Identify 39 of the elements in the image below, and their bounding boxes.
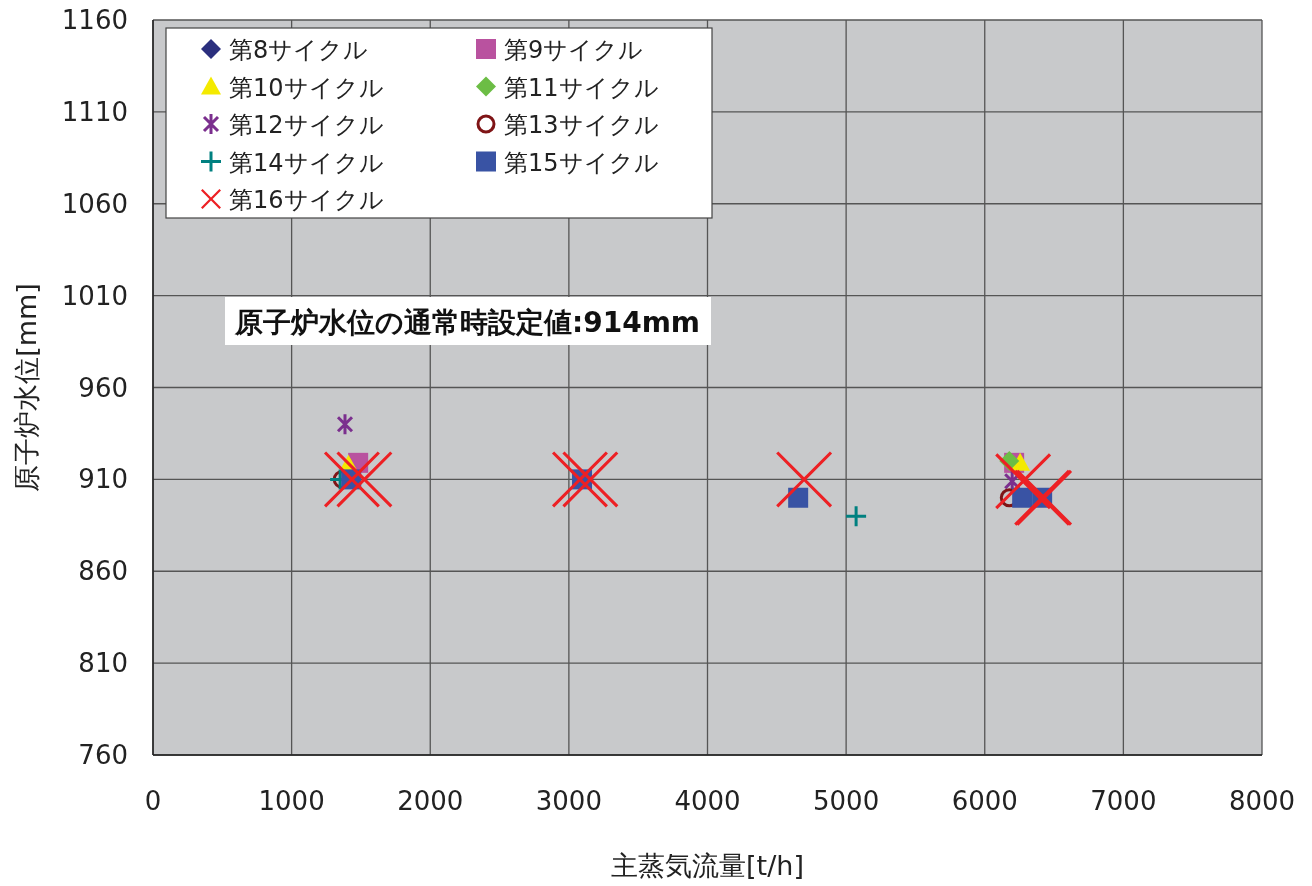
legend-label: 第8サイクル: [229, 36, 369, 64]
x-tick-label: 1000: [258, 786, 325, 816]
point: [788, 487, 809, 508]
y-tick-label: 1160: [61, 5, 128, 35]
x-tick-label: 0: [144, 786, 162, 816]
point: [776, 451, 833, 508]
point: [844, 504, 868, 528]
point: [336, 412, 354, 436]
x-tick-label: 3000: [535, 786, 602, 816]
legend-label: 第10サイクル: [229, 73, 384, 102]
point: [323, 451, 380, 508]
legend-label: 第9サイクル: [504, 36, 644, 64]
y-tick-label: 760: [78, 740, 128, 770]
point: [1012, 487, 1033, 508]
y-tick-label: 910: [78, 464, 128, 495]
legend-label: 第14サイクル: [229, 148, 384, 177]
point: [562, 451, 619, 508]
x-axis-title: 主蒸気流量[t/h]: [611, 850, 804, 881]
y-tick-label: 860: [78, 556, 128, 587]
annotation: 原子炉水位の通常時設定値:914mm: [234, 306, 700, 339]
x-tick-label: 6000: [951, 786, 1018, 816]
x-tick-label: 8000: [1228, 786, 1296, 816]
legend-label: 第12サイクル: [229, 111, 384, 139]
y-tick-label: 1060: [61, 188, 128, 219]
y-tick-label: 1010: [61, 280, 128, 311]
legend-label: 第15サイクル: [504, 148, 659, 177]
x-tick-label: 4000: [674, 786, 741, 816]
y-tick-label: 1110: [61, 96, 128, 127]
legend-label: 第11サイクル: [504, 73, 659, 102]
point: [336, 451, 393, 508]
x-tick-label: 5000: [813, 786, 880, 816]
x-tick-label: 2000: [397, 786, 464, 816]
y-tick-label: 810: [78, 648, 128, 679]
y-axis-title: 原子炉水位[mm]: [11, 283, 42, 492]
y-tick-label: 960: [78, 372, 128, 403]
legend-label: 第16サイクル: [229, 186, 384, 214]
point: [551, 451, 608, 508]
x-tick-label: 7000: [1090, 786, 1157, 816]
legend-label: 第13サイクル: [504, 111, 659, 139]
